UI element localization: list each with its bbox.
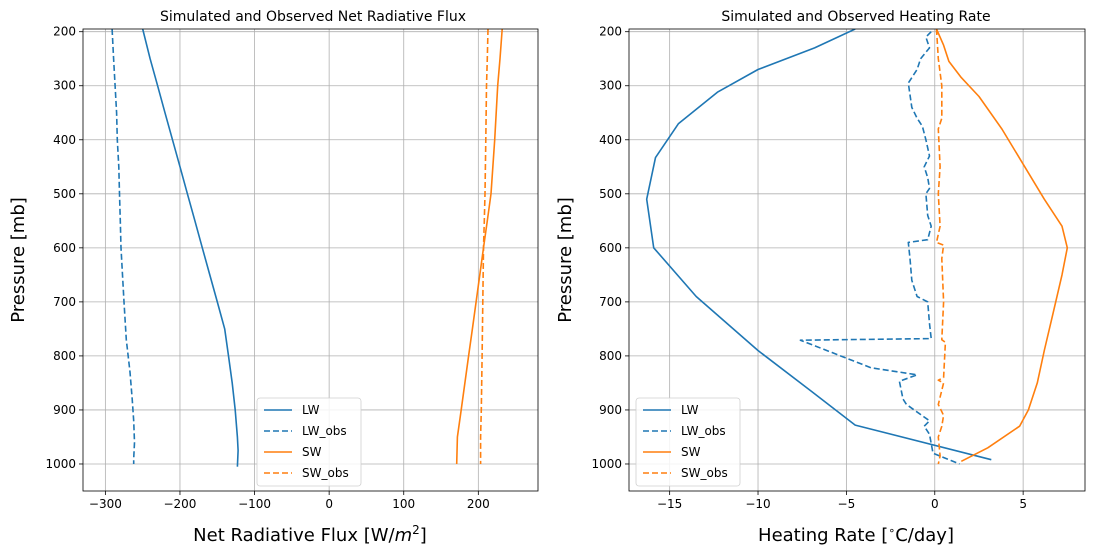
heating-chart-ytick-label: 200 bbox=[599, 25, 622, 39]
flux-chart-legend-box bbox=[256, 397, 362, 487]
heating-chart-ytick-label: 600 bbox=[599, 241, 622, 255]
heating-chart-ticks: −15 −10 −5 0 5 200 300 400 500 600 700 800 900 1000 bbox=[591, 25, 1027, 511]
heating-chart-ytick-label: 800 bbox=[599, 349, 622, 363]
heating-chart-title: Simulated and Observed Heating Rate bbox=[721, 9, 990, 25]
flux-chart-xlabel-exponent: 2 bbox=[412, 523, 420, 537]
flux-chart-ylabel: Pressure [mb] bbox=[8, 197, 29, 323]
heating-chart-xtick-label: 5 bbox=[1019, 497, 1027, 511]
heating-chart-frame bbox=[628, 28, 1086, 492]
heating-chart-line-lw-obs bbox=[799, 31, 960, 465]
heating-chart-xtick-label: −15 bbox=[657, 497, 682, 511]
heating-chart-line-lw bbox=[645, 29, 992, 461]
flux-chart-ticks: −300 −200 −100 0 100 200 200 300 400 500 600 700 800… bbox=[45, 25, 489, 511]
flux-chart-line-lw bbox=[141, 29, 239, 467]
heating-chart-xtick-label: −5 bbox=[838, 497, 856, 511]
flux-chart-xlabel-close: ] bbox=[420, 525, 427, 546]
flux-chart-ytick-label: 600 bbox=[53, 241, 76, 255]
heating-chart-xlabel-unit: C/day] bbox=[895, 525, 954, 546]
heating-chart-legend-label: SW_obs bbox=[681, 466, 728, 480]
flux-chart-ytick-label: 900 bbox=[53, 403, 76, 417]
flux-chart-xlabel-unit: m bbox=[395, 525, 413, 546]
heating-chart: Simulated and Observed Heating Rate −15−… bbox=[555, 9, 1086, 546]
flux-chart-xlabel-main: Net Radiative Flux [W/ bbox=[193, 525, 395, 546]
flux-chart-legend-label: LW_obs bbox=[302, 424, 347, 438]
flux-chart-xtick-label: −200 bbox=[163, 497, 196, 511]
flux-chart-xlabel: Net Radiative Flux [W/m2] bbox=[193, 523, 427, 546]
flux-chart-legend-label: LW bbox=[302, 403, 320, 417]
heating-chart-legend-label: LW bbox=[681, 403, 699, 417]
flux-chart-legend-label: SW_obs bbox=[302, 466, 349, 480]
heating-chart-legend: LW LW_obs SW SW_obs bbox=[635, 397, 741, 487]
heating-chart-xlabel: Heating Rate [∘C/day] bbox=[758, 524, 954, 546]
flux-chart-series bbox=[111, 29, 503, 467]
heating-chart-xtick-label: −10 bbox=[745, 497, 770, 511]
flux-chart-line-sw bbox=[455, 29, 503, 465]
flux-chart-xtick-label: 200 bbox=[467, 497, 490, 511]
heating-chart-ytick-label: 300 bbox=[599, 79, 622, 93]
flux-chart-legend-label: SW bbox=[302, 445, 322, 459]
heating-chart-series bbox=[645, 29, 1069, 465]
heating-chart-legend-label: SW bbox=[681, 445, 701, 459]
heating-chart-xlabel-main: Heating Rate [ bbox=[758, 525, 888, 546]
flux-chart: Simulated and Observed Net Radiative Flu… bbox=[8, 9, 539, 546]
flux-chart-frame bbox=[82, 28, 539, 492]
heating-chart-legend-box bbox=[635, 397, 741, 487]
heating-chart-ytick-label: 500 bbox=[599, 187, 622, 201]
heating-chart-xtick-label: 0 bbox=[931, 497, 939, 511]
flux-chart-line-lw-obs bbox=[111, 29, 136, 464]
flux-chart-ytick-label: 400 bbox=[53, 133, 76, 147]
flux-chart-legend: LW LW_obs SW SW_obs bbox=[256, 397, 362, 487]
heating-chart-ylabel: Pressure [mb] bbox=[555, 197, 576, 323]
flux-chart-title: Simulated and Observed Net Radiative Flu… bbox=[160, 9, 466, 25]
heating-chart-ytick-label: 700 bbox=[599, 295, 622, 309]
flux-chart-ytick-label: 700 bbox=[53, 295, 76, 309]
flux-chart-xtick-label: 0 bbox=[325, 497, 333, 511]
flux-chart-xtick-label: −300 bbox=[89, 497, 122, 511]
flux-chart-ytick-label: 200 bbox=[53, 25, 76, 39]
heating-chart-ytick-label: 1000 bbox=[591, 457, 622, 471]
flux-chart-ytick-label: 1000 bbox=[45, 457, 76, 471]
heating-chart-legend-label: LW_obs bbox=[681, 424, 726, 438]
flux-chart-ytick-label: 800 bbox=[53, 349, 76, 363]
heating-chart-ytick-label: 400 bbox=[599, 133, 622, 147]
flux-chart-ytick-label: 300 bbox=[53, 79, 76, 93]
flux-chart-ytick-label: 500 bbox=[53, 187, 76, 201]
flux-chart-xtick-label: −100 bbox=[238, 497, 271, 511]
flux-chart-xtick-label: 100 bbox=[392, 497, 415, 511]
heating-chart-xlabel-degree: ∘ bbox=[888, 524, 895, 537]
heating-chart-line-sw-obs bbox=[935, 29, 947, 465]
heating-chart-line-sw bbox=[935, 29, 1069, 463]
heating-chart-ytick-label: 900 bbox=[599, 403, 622, 417]
